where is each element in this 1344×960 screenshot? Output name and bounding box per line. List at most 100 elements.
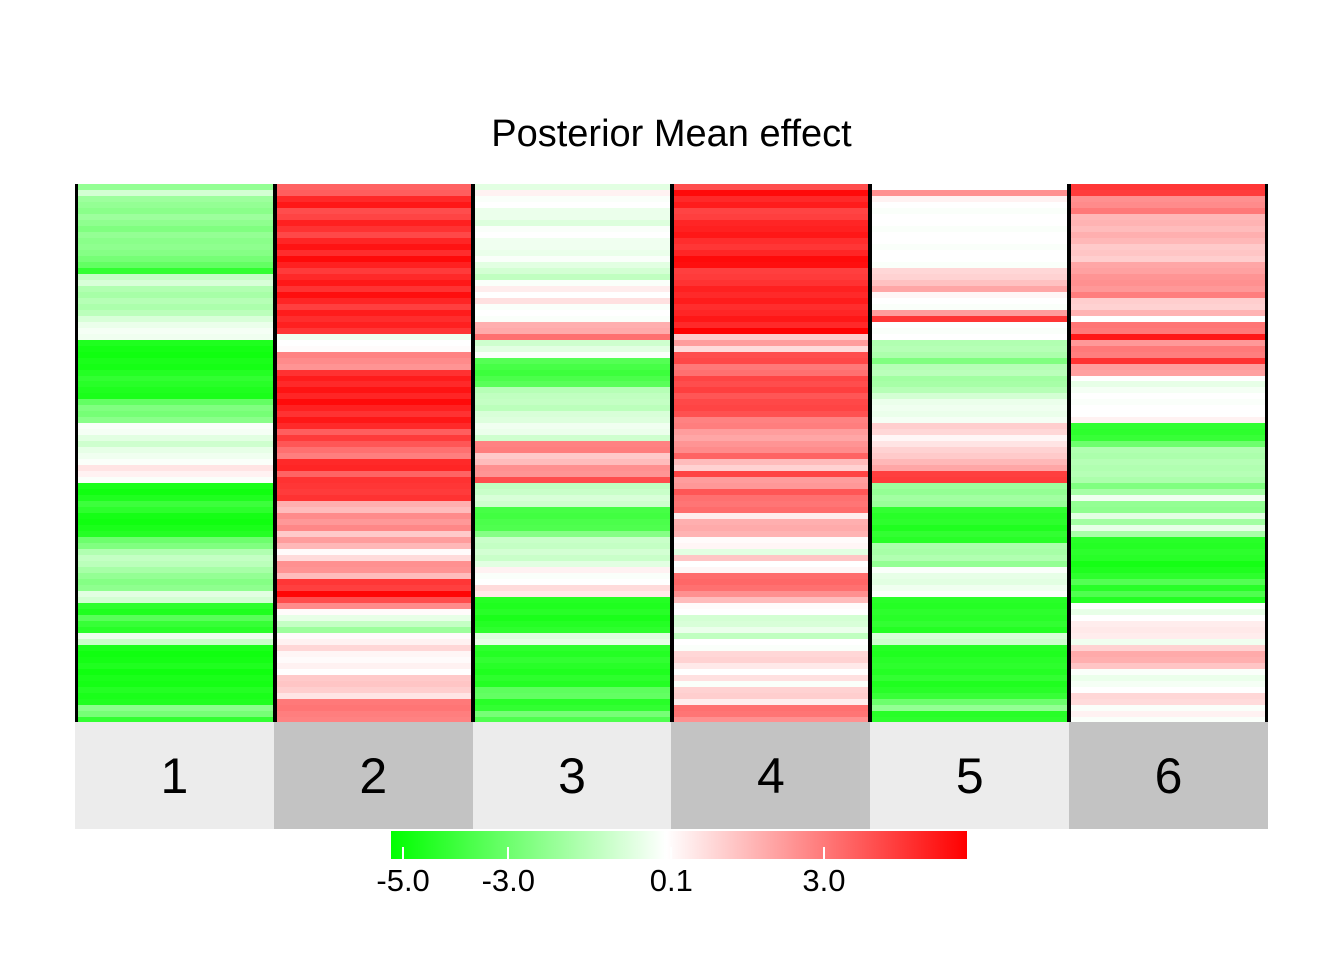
heatmap-stripe xyxy=(1070,261,1265,268)
heatmap-stripe xyxy=(475,608,670,615)
heatmap-stripe xyxy=(78,184,273,190)
heatmap-stripe xyxy=(872,399,1067,406)
heatmap-stripe xyxy=(475,471,670,478)
heatmap-stripe xyxy=(276,698,471,705)
heatmap-stripe xyxy=(1070,459,1265,466)
heatmap-stripe xyxy=(276,710,471,717)
heatmap-stripe xyxy=(872,237,1067,244)
legend-tick xyxy=(670,847,673,859)
heatmap-stripe xyxy=(872,632,1067,639)
heatmap-stripe xyxy=(276,435,471,442)
heatmap-stripe xyxy=(1070,620,1265,627)
heatmap-stripe xyxy=(475,303,670,310)
heatmap-stripe xyxy=(673,531,868,538)
heatmap-stripe xyxy=(475,495,670,502)
heatmap-stripe xyxy=(673,465,868,472)
heatmap-stripe xyxy=(1070,501,1265,508)
heatmap-stripe xyxy=(872,561,1067,567)
heatmap-stripe xyxy=(78,255,273,262)
heatmap-stripe xyxy=(1070,650,1265,657)
heatmap-stripe xyxy=(475,704,670,711)
heatmap-stripe xyxy=(872,644,1067,651)
heatmap-stripe xyxy=(1070,201,1265,208)
heatmap-stripe xyxy=(673,303,868,310)
column-label-cell-4: 4 xyxy=(671,722,871,829)
heatmap-stripe xyxy=(1070,584,1265,591)
heatmap-stripe xyxy=(78,417,273,424)
heatmap-stripe xyxy=(673,441,868,448)
heatmap-stripe xyxy=(673,572,868,579)
heatmap-stripe xyxy=(673,207,868,214)
heatmap-stripe xyxy=(1070,339,1265,346)
heatmap-stripe xyxy=(276,549,471,556)
heatmap-stripe xyxy=(872,584,1067,591)
heatmap-stripe xyxy=(276,656,471,663)
heatmap-stripe xyxy=(1070,279,1265,286)
heatmap-stripe xyxy=(872,608,1067,615)
heatmap-stripe xyxy=(276,291,471,298)
heatmap-stripe xyxy=(78,578,273,585)
heatmap-stripe xyxy=(1070,393,1265,400)
heatmap-stripe xyxy=(276,572,471,579)
heatmap-stripe xyxy=(78,195,273,202)
heatmap-stripe xyxy=(475,578,670,585)
heatmap-stripe xyxy=(475,543,670,550)
heatmap-stripe xyxy=(78,710,273,717)
heatmap-stripe xyxy=(872,578,1067,585)
heatmap-stripe xyxy=(872,519,1067,526)
heatmap-stripe xyxy=(872,333,1067,340)
heatmap-stripe xyxy=(276,184,471,190)
heatmap-stripe xyxy=(872,273,1067,280)
heatmap-stripe xyxy=(475,674,670,681)
heatmap-stripe xyxy=(872,285,1067,292)
heatmap-stripe xyxy=(276,249,471,256)
heatmap-stripe xyxy=(673,195,868,202)
heatmap-stripe xyxy=(673,417,868,424)
heatmap-stripe xyxy=(276,704,471,711)
heatmap-stripe xyxy=(872,303,1067,310)
heatmap-stripe xyxy=(78,620,273,627)
heatmap-stripe xyxy=(673,471,868,478)
heatmap-stripe xyxy=(673,309,868,316)
heatmap-stripe xyxy=(1070,561,1265,567)
heatmap-stripe xyxy=(276,620,471,627)
heatmap-stripe xyxy=(673,273,868,280)
heatmap-stripe xyxy=(276,465,471,472)
heatmap-stripe xyxy=(1070,656,1265,663)
heatmap-stripe xyxy=(276,267,471,274)
heatmap-stripe xyxy=(1070,608,1265,615)
heatmap-stripe xyxy=(78,692,273,699)
heatmap-stripe xyxy=(872,219,1067,226)
column-label: 4 xyxy=(756,747,785,804)
heatmap-stripe xyxy=(1070,237,1265,244)
heatmap-stripe xyxy=(78,662,273,669)
heatmap-stripe xyxy=(475,459,670,466)
heatmap-stripe xyxy=(872,501,1067,508)
heatmap-stripe xyxy=(872,698,1067,705)
heatmap-stripe xyxy=(872,291,1067,298)
heatmap-stripe xyxy=(872,195,1067,202)
heatmap-stripe xyxy=(872,213,1067,220)
heatmap-stripe xyxy=(673,698,868,705)
heatmap-stripe xyxy=(78,638,273,645)
heatmap-stripe xyxy=(276,602,471,609)
heatmap-stripe xyxy=(276,213,471,220)
heatmap-stripe xyxy=(872,184,1067,190)
heatmap-stripe xyxy=(475,393,670,400)
heatmap-stripe xyxy=(1070,662,1265,669)
heatmap-stripe xyxy=(475,632,670,639)
heatmap-stripe xyxy=(475,207,670,214)
heatmap-stripe xyxy=(872,596,1067,603)
heatmap-stripe xyxy=(78,291,273,298)
heatmap-stripe xyxy=(78,279,273,286)
heatmap-stripe xyxy=(475,417,670,424)
heatmap-stripe xyxy=(1070,614,1265,621)
heatmap-stripe xyxy=(1070,596,1265,603)
heatmap-stripe xyxy=(475,453,670,460)
column-label-cell-5: 5 xyxy=(870,722,1070,829)
heatmap-stripe xyxy=(78,531,273,538)
heatmap-stripe xyxy=(1070,674,1265,681)
heatmap-stripe xyxy=(1070,638,1265,645)
heatmap-stripe xyxy=(276,507,471,514)
heatmap-stripe xyxy=(872,405,1067,412)
